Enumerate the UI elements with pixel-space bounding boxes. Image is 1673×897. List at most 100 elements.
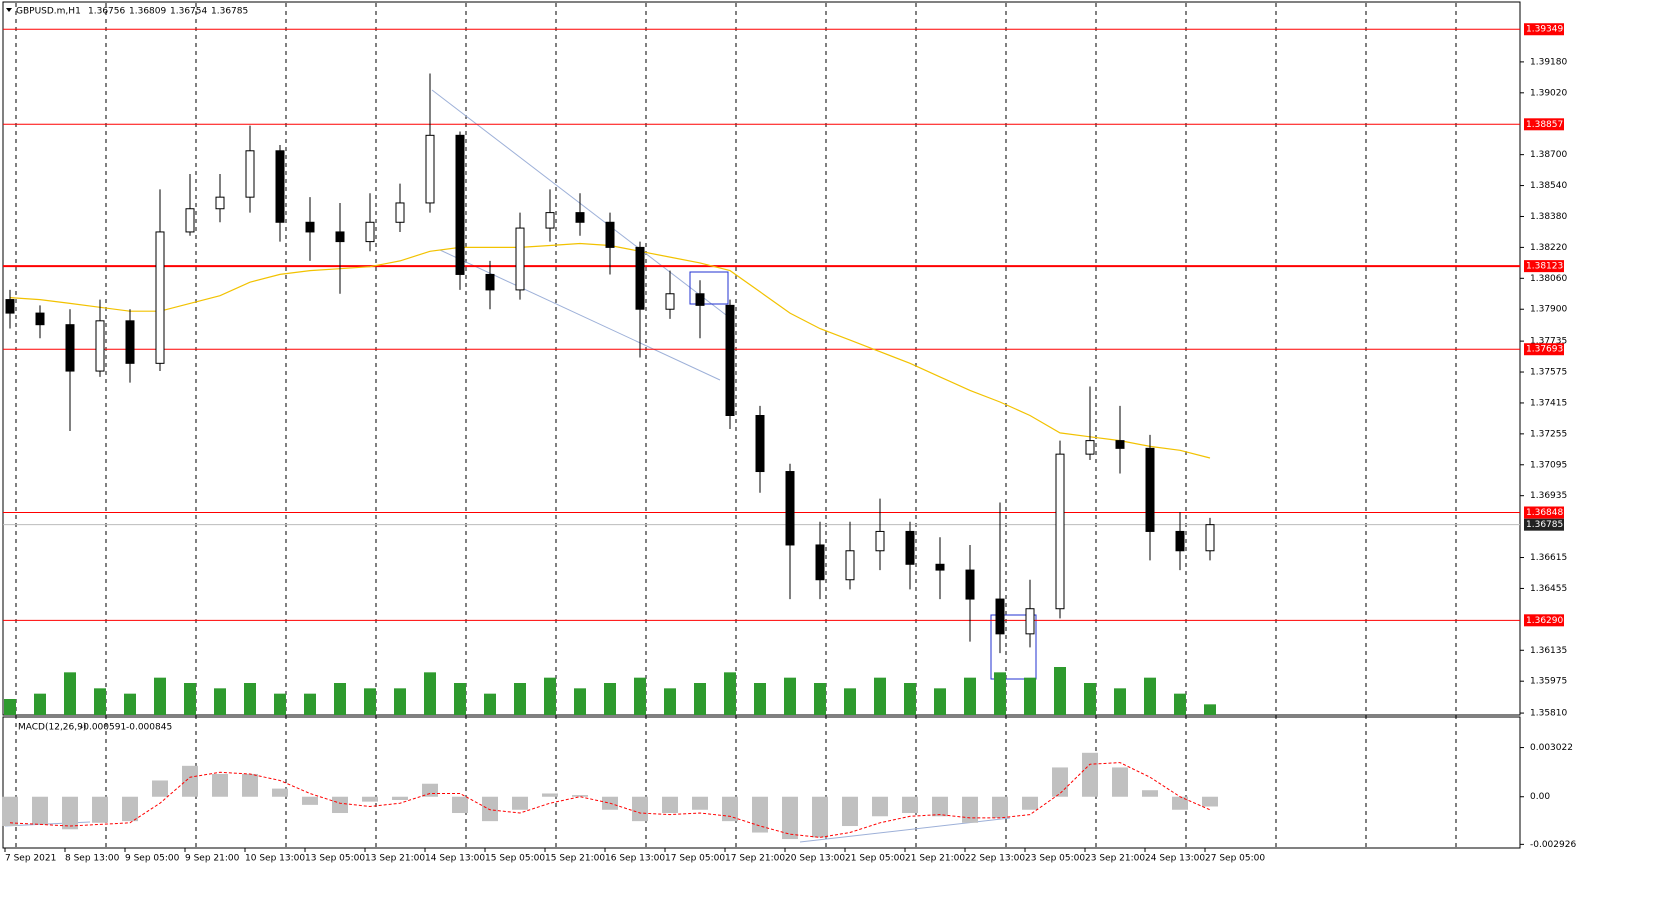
candle-body xyxy=(545,212,555,229)
y-tick-label: 1.38540 xyxy=(1530,181,1567,191)
header-value: 1.36809 xyxy=(129,7,166,17)
macd-bar xyxy=(992,796,1008,818)
candle-body xyxy=(635,246,645,310)
macd-bar xyxy=(722,796,738,822)
macd-bar xyxy=(1202,796,1218,807)
y-tick-label: 1.37575 xyxy=(1530,368,1567,378)
level-label-box xyxy=(1524,506,1564,519)
macd-bar xyxy=(332,796,348,814)
volume-bar xyxy=(1204,704,1216,715)
y-tick-label: 1.36935 xyxy=(1530,491,1567,501)
volume-bar xyxy=(994,672,1006,715)
macd-bar xyxy=(1052,767,1068,797)
macd-bar xyxy=(2,796,18,827)
y-tick-label: 1.36135 xyxy=(1530,646,1567,656)
candle-body xyxy=(1145,447,1155,532)
candle-body xyxy=(275,150,285,223)
volume-bar xyxy=(544,677,556,715)
volume-bar xyxy=(484,693,496,715)
x-tick-label: 9 Sep 21:00 xyxy=(185,854,240,864)
macd-bar xyxy=(662,796,678,814)
volume-bar xyxy=(274,693,286,715)
y-tick-label: 1.36455 xyxy=(1530,584,1567,594)
macd-bar xyxy=(62,796,78,830)
macd-bar xyxy=(152,780,168,797)
volume-bar xyxy=(64,672,76,715)
macd-bar xyxy=(392,796,408,800)
candle-body xyxy=(395,202,405,223)
macd-bar xyxy=(782,796,798,840)
macd-bar xyxy=(812,796,828,838)
candle-body xyxy=(785,471,795,546)
x-tick-label: 14 Sep 13:00 xyxy=(425,854,485,864)
macd-bar xyxy=(302,796,318,805)
candle-body xyxy=(815,544,825,581)
volume-bar xyxy=(334,683,346,715)
menu-arrow[interactable] xyxy=(6,8,12,12)
current-price-label: 1.36785 xyxy=(1526,520,1563,530)
macd-bar xyxy=(1082,752,1098,797)
candle-body xyxy=(95,320,105,372)
candle-body xyxy=(1085,440,1095,455)
x-tick-label: 8 Sep 13:00 xyxy=(65,854,120,864)
candle-body xyxy=(935,563,945,571)
candle-body xyxy=(1025,608,1035,635)
volume-bar xyxy=(574,688,586,715)
volume-bar xyxy=(724,672,736,715)
candle-body xyxy=(845,550,855,581)
level-label: 1.38123 xyxy=(1526,262,1563,272)
level-label: 1.36290 xyxy=(1526,616,1563,626)
volume-bar xyxy=(754,683,766,715)
volume-bar xyxy=(424,672,436,715)
candle-body xyxy=(485,273,495,291)
level-label-box xyxy=(1524,118,1564,131)
candle-body xyxy=(1055,453,1065,610)
volume-bar xyxy=(784,677,796,715)
macd-bar xyxy=(32,796,48,825)
candle-body xyxy=(1205,524,1215,552)
candle-body xyxy=(365,221,375,243)
macd-bar xyxy=(92,796,108,823)
x-tick-label: 27 Sep 05:00 xyxy=(1205,854,1265,864)
candle-body xyxy=(35,312,45,326)
current-price-box xyxy=(1524,518,1564,531)
volume-bar xyxy=(904,683,916,715)
macd-bar xyxy=(872,796,888,817)
volume-bar xyxy=(1024,677,1036,715)
volume-bar xyxy=(1144,677,1156,715)
y-tick-label: -0.002926 xyxy=(1530,840,1576,850)
candle-body xyxy=(305,221,315,233)
candle-body xyxy=(5,299,15,314)
candle-body xyxy=(605,221,615,248)
volume-bar xyxy=(244,683,256,715)
x-tick-label: 21 Sep 05:00 xyxy=(845,854,905,864)
candle-body xyxy=(1115,440,1125,449)
candle-body xyxy=(695,293,705,306)
volume-bar xyxy=(124,693,136,715)
candle-body xyxy=(515,227,525,291)
x-tick-label: 15 Sep 05:00 xyxy=(485,854,545,864)
header-value: 1.36756 xyxy=(88,7,125,17)
candle-body xyxy=(875,530,885,552)
macd-value: -0.000591 xyxy=(80,723,126,733)
candle-body xyxy=(665,293,675,310)
candle-body xyxy=(1175,530,1185,552)
volume-bar xyxy=(4,699,16,715)
x-tick-label: 21 Sep 21:00 xyxy=(905,854,965,864)
y-tick-label: 1.37415 xyxy=(1530,398,1567,408)
macd-bar xyxy=(692,796,708,810)
macd-bar xyxy=(212,773,228,797)
macd-bar xyxy=(182,765,198,797)
y-tick-label: 1.38060 xyxy=(1530,274,1567,284)
volume-bar xyxy=(604,683,616,715)
x-tick-label: 17 Sep 05:00 xyxy=(665,854,725,864)
volume-bar xyxy=(844,688,856,715)
macd-bar xyxy=(752,796,768,833)
x-tick-label: 23 Sep 05:00 xyxy=(1025,854,1085,864)
level-label-box xyxy=(1524,343,1564,356)
y-tick-label: 0.003022 xyxy=(1530,743,1573,753)
y-tick-label: 1.38380 xyxy=(1530,212,1567,222)
level-label: 1.36848 xyxy=(1526,508,1563,518)
x-tick-label: 7 Sep 2021 xyxy=(5,854,56,864)
y-tick-label: 1.39020 xyxy=(1530,88,1567,98)
